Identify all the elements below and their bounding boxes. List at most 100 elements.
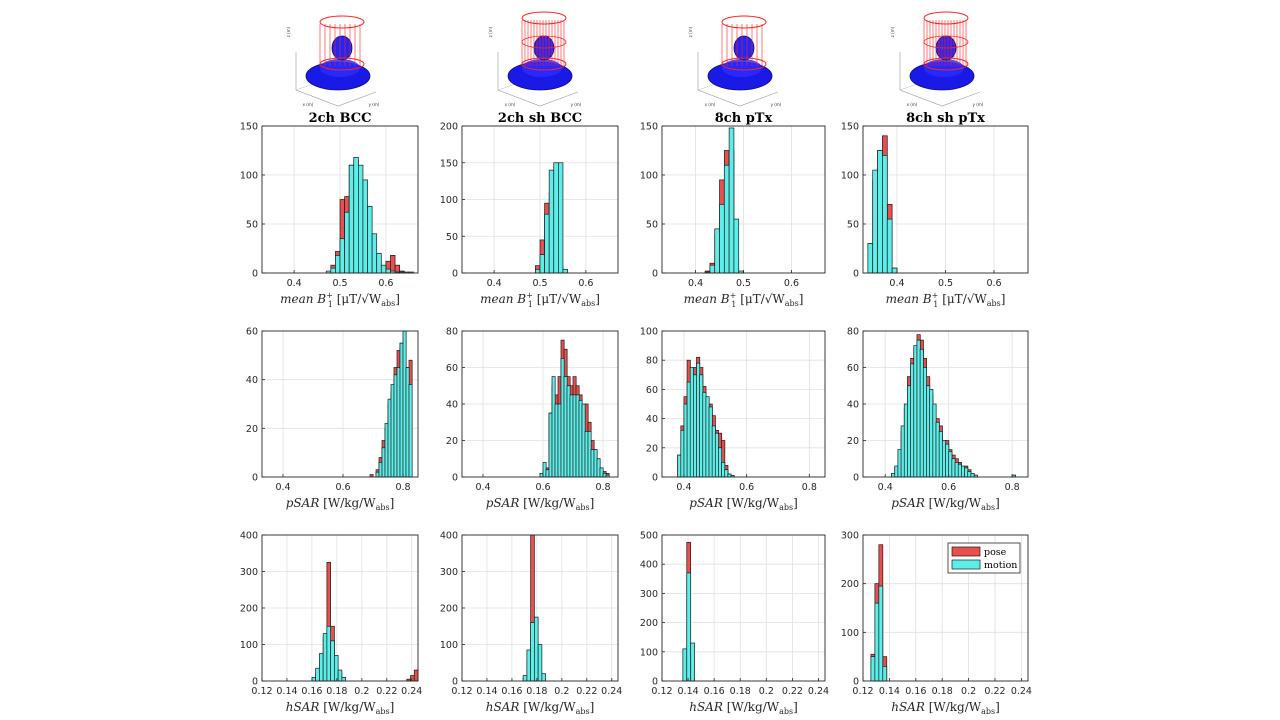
tick-label-y: 0 xyxy=(853,677,859,688)
column-title-2: 8ch pTx xyxy=(715,111,773,126)
axis-label-part: abs xyxy=(779,707,793,716)
axis-label-z: z (m) xyxy=(688,26,693,37)
tick-label-x: 0.12 xyxy=(451,686,472,697)
legend: pose motion xyxy=(947,542,1021,574)
tick-label-x: 0.18 xyxy=(730,686,751,697)
tick-label-x: 0.24 xyxy=(1011,686,1032,697)
axis-label-part: ] xyxy=(590,496,595,510)
tick-label-y: 0 xyxy=(452,269,458,280)
tick-label-y: 0 xyxy=(452,677,458,688)
bar-motion xyxy=(882,666,888,682)
axes-frame xyxy=(661,330,826,478)
bar-motion xyxy=(348,164,355,274)
axis-label-part: [μT/√W xyxy=(736,292,785,306)
tick-label-y: 100 xyxy=(640,171,658,182)
bar-motion xyxy=(709,264,716,274)
axis-label-x: mean B+ 1 [μT/√Wabs] xyxy=(684,291,804,309)
tick-label-x: 0.4 xyxy=(275,482,290,493)
axis-label-x: mean B+ 1 [μT/√Wabs] xyxy=(280,291,400,309)
tick-label-y: 20 xyxy=(847,436,859,447)
column-title-3: 8ch sh pTx xyxy=(906,111,985,126)
axis-label-part: pSAR xyxy=(891,496,925,510)
axis-label-y: y (m) xyxy=(369,102,380,107)
bar-motion xyxy=(553,162,559,274)
tick-label-y: 80 xyxy=(646,356,658,367)
axes-box xyxy=(899,52,981,107)
axis-label-y: y (m) xyxy=(571,102,582,107)
tick-label-y: 300 xyxy=(240,567,258,578)
column-title-0: 2ch BCC xyxy=(309,111,372,126)
bar-motion xyxy=(686,572,692,682)
axis-label-x: x (m) xyxy=(303,102,314,107)
tick-label-x: 0.6 xyxy=(535,482,550,493)
bar-motion xyxy=(728,127,735,274)
axis-label-part: abs xyxy=(981,503,995,512)
tick-label-x: 0.22 xyxy=(782,686,803,697)
bar-motion xyxy=(539,254,545,274)
coil-top-ring xyxy=(923,11,969,25)
tick-label-x: 0.2 xyxy=(759,686,774,697)
tick-label-x: 0.18 xyxy=(526,686,547,697)
bar-motion xyxy=(886,218,893,274)
histogram-2-0: 0.12 0.14 0.16 0.18 0.2 0.22 0.24 0 100 200 300 400… xyxy=(240,531,422,717)
tick-label-y: 0 xyxy=(452,473,458,484)
tick-label-y: 500 xyxy=(640,531,658,542)
tick-label-x: 0.24 xyxy=(401,686,422,697)
axis-label-part: ] xyxy=(390,700,395,714)
tick-label-x: 0.5 xyxy=(736,278,751,289)
histogram-2-1: 0.12 0.14 0.16 0.18 0.2 0.22 0.24 0 100 200 300 400… xyxy=(440,531,622,717)
bar-motion xyxy=(882,155,888,274)
tick-label-x: 0.2 xyxy=(554,686,569,697)
axis-label-z: z (m) xyxy=(890,26,895,37)
bar-motion xyxy=(385,268,391,274)
tick-label-y: 0 xyxy=(853,473,859,484)
axis-label-part: mean B xyxy=(886,292,932,306)
body-head xyxy=(331,35,353,61)
bar-motion xyxy=(872,169,878,274)
bar-motion xyxy=(541,673,546,682)
coil-top-ring xyxy=(319,15,365,29)
coil-model-1: x (m) y (m) z (m) xyxy=(488,11,582,107)
axis-label-part: abs xyxy=(785,299,799,308)
tick-label-y: 150 xyxy=(640,122,658,133)
tick-label-y: 100 xyxy=(440,195,458,206)
bar-motion xyxy=(544,213,550,274)
axis-label-x: x (m) xyxy=(907,102,918,107)
bar-motion xyxy=(867,243,874,274)
axis-label-part: [W/kg/W xyxy=(925,700,982,714)
bar-motion xyxy=(334,655,339,682)
body-head xyxy=(733,35,755,61)
axis-label-x: pSAR [W/kg/Wabs] xyxy=(486,496,595,512)
axis-label-part: ] xyxy=(395,292,400,306)
bar-motion xyxy=(870,656,876,682)
tick-label-y: 60 xyxy=(646,385,658,396)
bar-motion xyxy=(337,669,343,682)
histogram-0-0: 0.4 0.5 0.6 0 50 100 150 mean B+ 1 [μT/√Wabs] xyxy=(240,122,419,309)
axis-label-part: 1 xyxy=(328,300,333,309)
axis-label-part: [W/kg/W xyxy=(519,496,576,510)
histogram-1-3: 0.4 0.6 0.8 0 20 40 60 80 pSAR [W/kg/Wabs] xyxy=(847,327,1029,512)
tick-label-x: 0.4 xyxy=(889,278,904,289)
axis-label-part: ] xyxy=(590,700,595,714)
tick-label-y: 50 xyxy=(246,220,258,231)
tick-label-x: 0.24 xyxy=(601,686,622,697)
tick-label-y: 300 xyxy=(440,567,458,578)
axis-label-part: + xyxy=(932,291,939,300)
legend-swatch-motion xyxy=(951,559,981,570)
axis-label-x: pSAR [W/kg/Wabs] xyxy=(891,496,1000,512)
tick-label-x: 0.4 xyxy=(487,278,502,289)
bar-motion xyxy=(534,616,539,682)
tick-label-x: 0.6 xyxy=(784,278,799,289)
bar-motion xyxy=(891,267,898,274)
axis-label-x: x (m) xyxy=(505,102,516,107)
bar-motion xyxy=(362,179,368,274)
axis-label-part: pSAR xyxy=(486,496,520,510)
axis-label-part: ] xyxy=(793,700,798,714)
tick-label-x: 0.16 xyxy=(301,686,322,697)
tick-label-x: 0.4 xyxy=(475,482,490,493)
tick-label-y: 80 xyxy=(446,327,458,338)
tick-label-x: 0.18 xyxy=(932,686,953,697)
tick-label-x: 0.12 xyxy=(251,686,272,697)
axes-frame xyxy=(661,534,826,682)
tick-label-y: 20 xyxy=(446,436,458,447)
